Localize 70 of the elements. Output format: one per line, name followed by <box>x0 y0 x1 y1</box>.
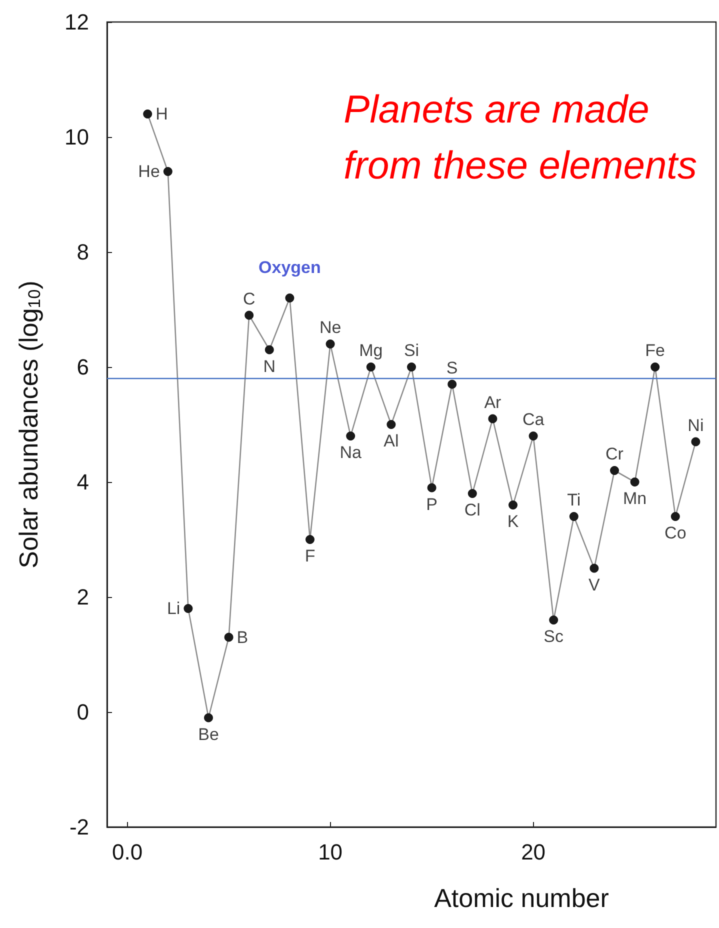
annotation: F <box>304 546 316 566</box>
annotation: Na <box>340 443 362 462</box>
annotation: Co <box>664 524 686 542</box>
annotation: Ti <box>567 490 581 510</box>
annotation: Si <box>404 341 420 360</box>
point <box>143 110 152 118</box>
x-axis-title: Atomic number <box>434 883 610 913</box>
annotation: Oxygen <box>258 258 321 277</box>
point <box>366 362 376 372</box>
point <box>569 512 578 521</box>
annotation: Fe <box>645 341 666 360</box>
annotation: Planets are made from these elements <box>344 88 698 188</box>
annotation: S <box>446 358 458 378</box>
annotation: Be <box>198 724 219 744</box>
annotation: P <box>426 494 438 514</box>
point <box>650 362 660 372</box>
point <box>204 713 213 722</box>
x-tick-label: 20 <box>521 840 546 864</box>
annotation: Sc <box>544 627 564 646</box>
annotation: Ne <box>319 318 342 337</box>
annotation: K <box>507 512 520 531</box>
annotation: Ca <box>522 410 545 429</box>
y-axis-title: Solar abundances (log10) <box>14 280 44 568</box>
x-tick-label: 10 <box>318 840 343 864</box>
point <box>610 466 619 475</box>
annotation: B <box>236 628 248 647</box>
point <box>630 478 640 486</box>
point <box>488 414 498 424</box>
point <box>386 420 396 429</box>
y-tick-label: 10 <box>64 124 89 150</box>
y-tick-label: 12 <box>64 10 89 34</box>
annotation: Mg <box>359 341 383 360</box>
point <box>326 340 335 348</box>
y-tick-label: 4 <box>76 470 89 494</box>
point <box>184 604 193 613</box>
point <box>691 437 700 446</box>
annotation: C <box>242 289 256 308</box>
y-tick-label: 2 <box>76 584 89 610</box>
annotation: Ar <box>484 392 502 412</box>
annotation: Al <box>384 432 399 450</box>
point <box>427 483 436 492</box>
y-tick-label: 8 <box>76 240 89 264</box>
point <box>163 167 172 176</box>
annotation: Mn <box>622 489 647 508</box>
annotation: Cl <box>464 500 480 520</box>
point <box>264 345 274 354</box>
point <box>528 432 538 440</box>
annotation: Li <box>166 599 180 618</box>
y-tick-label: 0 <box>76 700 89 724</box>
point <box>549 616 558 624</box>
point <box>224 632 234 642</box>
point <box>468 489 477 498</box>
annotation: N <box>263 356 276 376</box>
point <box>306 535 314 544</box>
point <box>670 512 680 521</box>
point <box>590 564 599 573</box>
point <box>244 310 254 320</box>
y-tick-label: -2 <box>69 814 89 840</box>
annotation: Ni <box>688 416 704 435</box>
x-tick-label: 0.0 <box>112 840 143 864</box>
point <box>407 362 416 372</box>
y-tick-label: 6 <box>76 354 89 380</box>
point <box>508 500 518 510</box>
point <box>285 294 294 302</box>
annotation: Cr <box>606 444 624 464</box>
point <box>448 380 457 389</box>
annotation: He <box>138 162 160 181</box>
point <box>346 432 356 440</box>
annotation: H <box>156 104 168 124</box>
annotation: V <box>588 575 601 594</box>
